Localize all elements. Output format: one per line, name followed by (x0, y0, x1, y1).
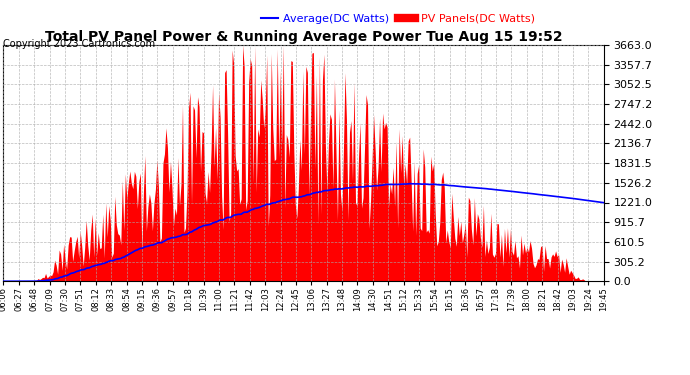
Legend: Average(DC Watts), PV Panels(DC Watts): Average(DC Watts), PV Panels(DC Watts) (261, 14, 535, 24)
Text: Copyright 2023 Cartronics.com: Copyright 2023 Cartronics.com (3, 39, 155, 50)
Title: Total PV Panel Power & Running Average Power Tue Aug 15 19:52: Total PV Panel Power & Running Average P… (45, 30, 562, 44)
